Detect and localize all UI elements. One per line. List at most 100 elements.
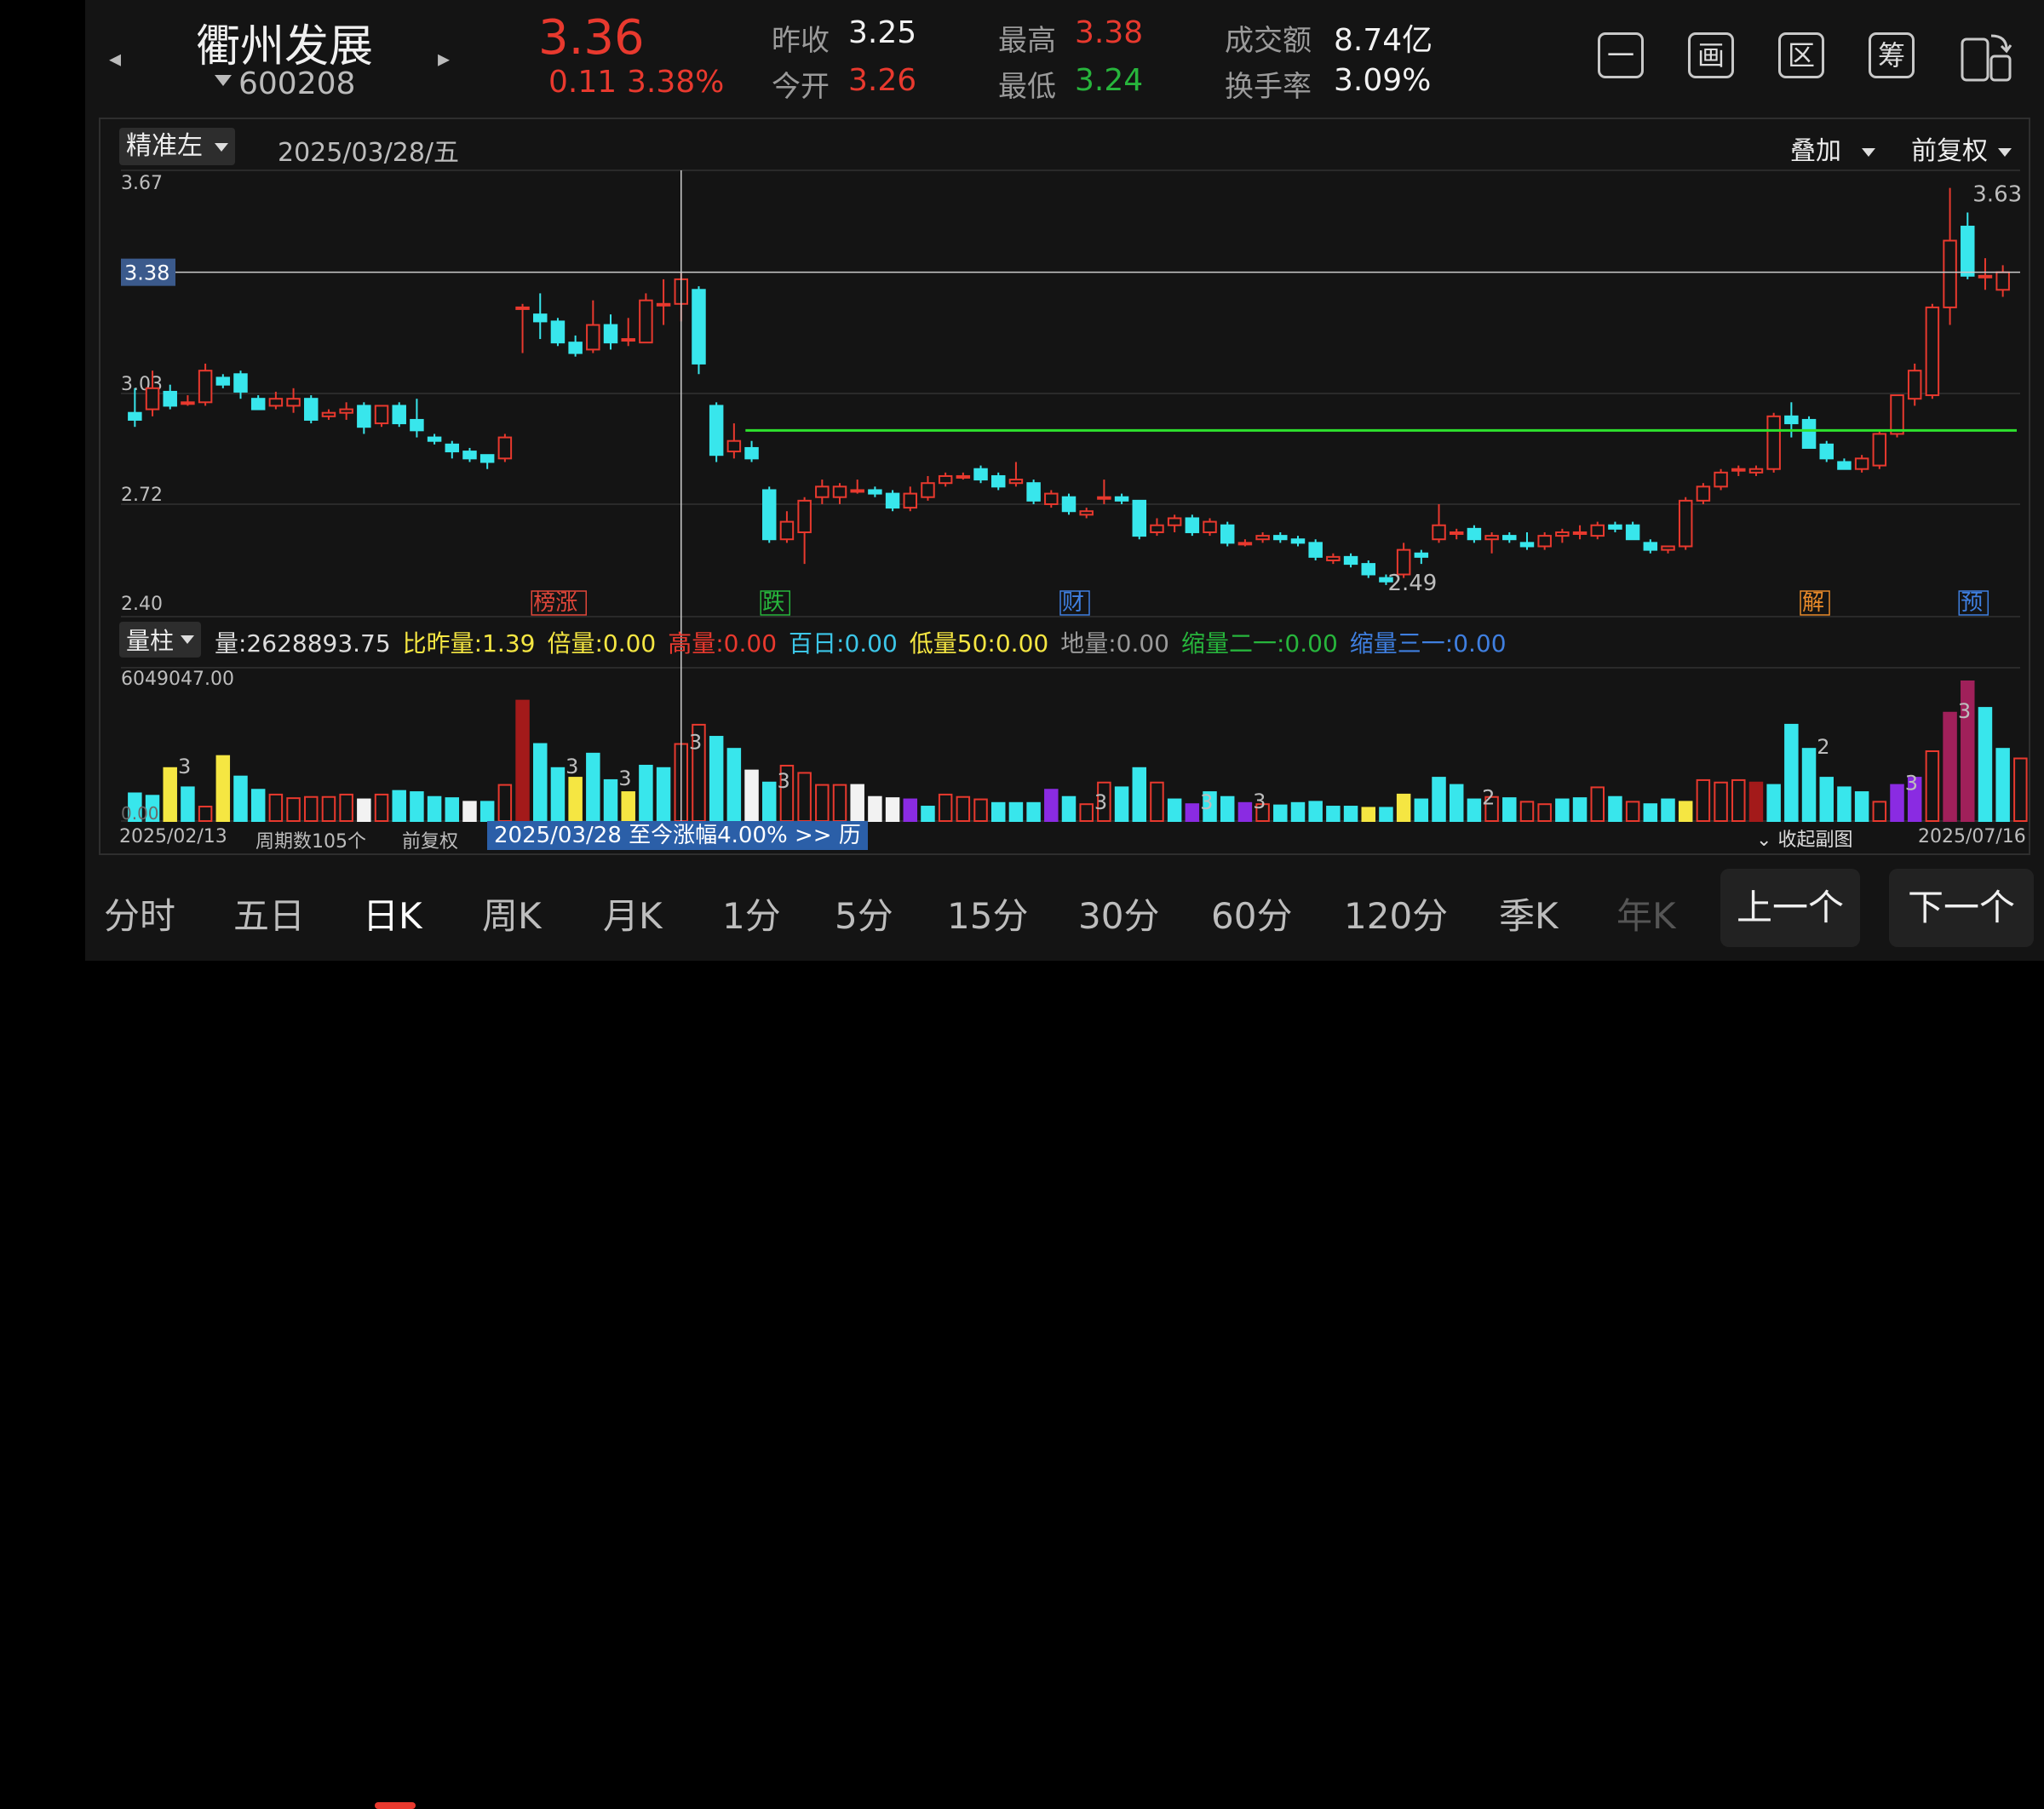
tab-intraday[interactable]: 分时 [104,895,176,937]
volume-bar-14 [374,793,389,822]
range-gain-banner[interactable]: 2025/03/28 至今涨幅4.00% >> 历 [487,821,868,850]
candle-body [1766,415,1781,470]
caret-down-icon[interactable] [215,75,232,86]
candle-body [1925,306,1940,397]
volume-bar-50 [1008,801,1024,822]
candle-68 [1326,553,1341,565]
tab-quarterly-k[interactable]: 季K [1499,895,1559,937]
volume-bar-0 [128,792,142,823]
volume-indicator-6: 地量:0.00 [1060,629,1169,658]
high-value: 3.38 [1075,15,1144,50]
volume-bar-57 [1132,767,1147,822]
volume-indicator-5: 低量50:0.00 [909,629,1049,658]
volume-marker: 3 [689,731,702,755]
candle-body [1890,394,1904,435]
tab-yearly-k[interactable]: 年K [1616,895,1676,937]
chart-panel[interactable]: 精准左 2025/03/28/五 叠加 前复权 3.67 3.03 2.72 2 [99,118,2030,855]
tab-weekly-k[interactable]: 周K [482,895,542,937]
candle-104 [1961,212,1975,279]
stock-name[interactable]: 衢州发展 [196,21,374,72]
volume-bar-28 [621,791,635,823]
volume-bar-44 [903,798,918,822]
event-tag-4: 预 [1961,590,1983,616]
volume-marker: 2 [1817,735,1829,759]
volume-bar-46 [938,793,953,822]
candle-20 [479,454,495,469]
range-tool-button[interactable]: 区 [1778,32,1824,78]
event-tag-box [1059,590,1090,616]
tab-60min[interactable]: 60分 [1211,895,1293,937]
draw-tool-button[interactable]: 画 [1688,32,1734,78]
tab-five-day[interactable]: 五日 [233,895,306,937]
volume-bar-81 [1555,798,1570,822]
volume-bar-102 [1925,750,1940,822]
candle-85 [1625,521,1640,541]
candle-92 [1748,465,1764,476]
tab-1min[interactable]: 1分 [722,895,781,937]
volume-selector-label: 量柱 [126,627,174,655]
volume-bar-56 [1114,786,1129,823]
minus-tool-button[interactable]: 一 [1598,32,1644,78]
candle-body [339,408,353,414]
candle-body [304,398,319,421]
candle-0 [128,388,142,428]
candle-53 [1061,493,1077,515]
candle-64 [1255,531,1270,543]
candle-34 [726,423,742,459]
tab-15min[interactable]: 15分 [947,895,1029,937]
tab-monthly-k[interactable]: 月K [603,895,663,937]
stock-code[interactable]: 600208 [238,66,356,101]
candle-22 [515,303,530,353]
candle-body [321,411,336,417]
candle-69 [1343,553,1358,568]
candle-82 [1572,525,1588,540]
volume-bar-18 [445,797,460,823]
volume-bar-82 [1572,797,1588,823]
candle-59 [1167,514,1182,532]
mode-selector[interactable]: 精准左 [119,128,235,165]
candle-body [1114,496,1129,502]
volume-bar-106 [1995,748,2010,823]
chips-tool-button[interactable]: 筹 [1869,32,1915,78]
candle-body [586,324,600,351]
cursor-price-label: 3.38 [124,261,169,285]
candle-body [1748,468,1764,474]
candle-91 [1731,465,1746,476]
rotate-screen-icon[interactable] [1957,31,2015,87]
candle-body [568,342,583,354]
collapse-subchart-button[interactable]: ⌄ 收起副图 [1756,824,1852,852]
volume-bar-95 [1801,748,1817,823]
candle-103 [1943,187,1957,325]
candle-body [1943,239,1957,308]
prev-button[interactable]: 上一个 [1720,869,1860,947]
volume-bar-64 [1255,803,1270,823]
candle-75 [1449,528,1464,540]
volume-indicator-1: 比昨量:1.39 [402,629,536,658]
volume-selector[interactable]: 量柱 [119,622,201,658]
candle-49 [990,472,1006,491]
tab-30min[interactable]: 30分 [1078,895,1160,937]
adjust-selector[interactable]: 前复权 [1911,129,2012,167]
candle-body [410,418,424,432]
volume-bar-15 [392,790,406,822]
volume-indicator-2: 倍量:0.00 [547,629,657,658]
tab-120min[interactable]: 120分 [1344,895,1449,937]
volume-bar-20 [479,801,495,823]
volume-bar-104 [1961,681,1975,822]
prev-stock-arrow-icon[interactable]: ◂ [109,44,122,72]
tab-daily-k[interactable]: 日K [363,895,422,937]
prev-close-label: 昨收 [772,24,830,58]
volume-bar-5 [215,755,231,822]
candle-44 [903,486,918,512]
tab-5min[interactable]: 5分 [835,895,893,937]
overlay-selector[interactable]: 叠加 [1790,129,1875,167]
volume-bar-79 [1519,801,1535,823]
candle-body [1854,457,1869,470]
next-stock-arrow-icon[interactable]: ▸ [438,44,451,72]
candle-body [533,313,548,323]
next-button[interactable]: 下一个 [1889,869,2034,947]
volume-bar-12 [339,793,353,822]
candle-body [1432,524,1446,541]
candle-body [903,492,918,509]
